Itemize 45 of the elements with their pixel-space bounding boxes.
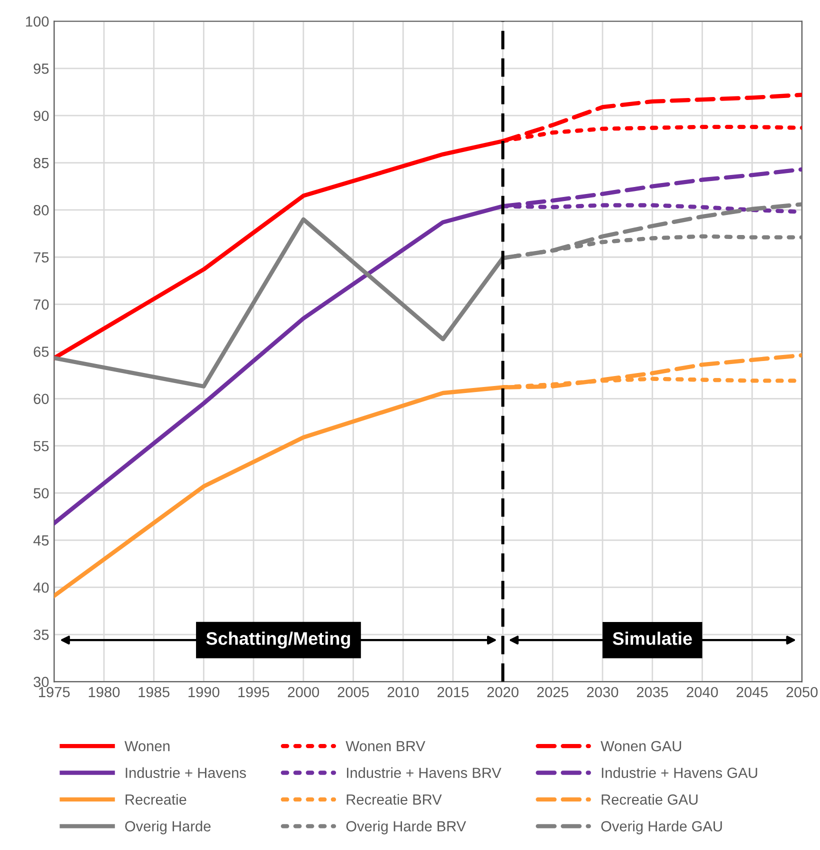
y-tick-label: 95	[34, 64, 49, 74]
x-tick-label: 2040	[686, 686, 718, 698]
y-tick-label: 40	[33, 582, 49, 593]
x-tick-label: 2015	[437, 686, 469, 698]
x-tick-label: 2005	[338, 686, 369, 698]
y-tick-label: 100	[26, 16, 49, 27]
y-tick-label: 75	[34, 252, 49, 263]
x-tick-label: 2000	[288, 686, 320, 698]
y-tick-label: 35	[34, 630, 49, 640]
y-tick-label: 30	[34, 676, 49, 688]
legend-label: Overig Harde	[125, 820, 211, 834]
x-tick-label: 2050	[786, 686, 818, 698]
y-tick-label: 85	[34, 158, 49, 168]
y-tick-label: 80	[34, 205, 49, 216]
legend-label: Overig Harde GAU	[601, 820, 722, 834]
legend-label: Industrie + Havens	[126, 767, 246, 778]
y-tick-label: 90	[34, 110, 49, 122]
x-tick-label: 2030	[587, 686, 618, 698]
x-tick-label: 1980	[88, 686, 120, 698]
legend-label: Overig Harde BRV	[346, 820, 466, 834]
legend-label: Recreatie BRV	[346, 794, 442, 805]
annotation: Schatting/Meting	[206, 632, 350, 649]
x-tick-label: 1985	[138, 686, 170, 698]
annotation: Simulatie	[612, 632, 692, 645]
x-tick-label: 2025	[537, 686, 568, 698]
legend-label: Recreatie GAU	[602, 794, 698, 805]
y-tick-label: 70	[34, 299, 49, 310]
legend-label: Wonen	[124, 741, 170, 752]
x-tick-label: 2045	[736, 686, 768, 698]
x-tick-label: 1975	[39, 686, 70, 698]
legend-label: Recreatie	[126, 794, 186, 805]
x-tick-label: 2010	[388, 686, 419, 698]
x-tick-label: 2035	[636, 686, 668, 698]
x-tick-label: 1990	[188, 686, 220, 698]
y-tick-label: 55	[34, 441, 49, 452]
legend-label: Wonen BRV	[346, 741, 426, 752]
legend-label: Industrie + Havens GAU	[602, 767, 758, 778]
y-tick-label: 50	[34, 488, 49, 498]
legend-label: Industrie + Havens BRV	[346, 767, 502, 778]
x-tick-label: 1995	[238, 686, 270, 698]
x-tick-label: 2020	[487, 686, 518, 698]
y-tick-label: 60	[34, 394, 49, 404]
y-tick-label: 65	[34, 346, 49, 357]
y-tick-label: 45	[33, 535, 49, 546]
legend-label: Wonen GAU	[600, 740, 682, 752]
